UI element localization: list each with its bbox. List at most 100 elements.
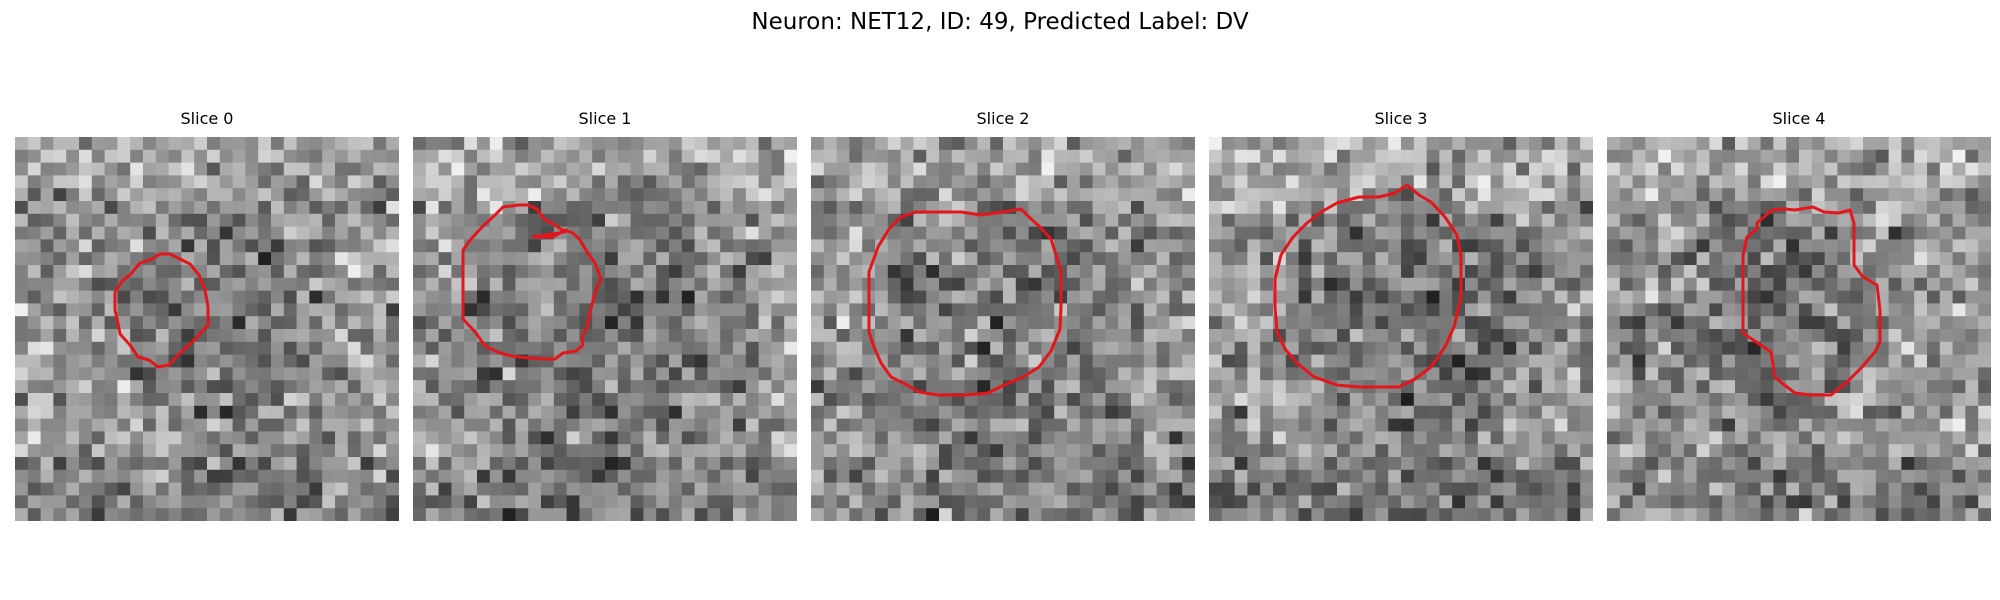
image-pixel [1221, 469, 1236, 484]
image-pixel [541, 405, 555, 420]
image-pixel [1003, 303, 1017, 317]
image-pixel [296, 149, 310, 164]
image-pixel [1965, 457, 1979, 471]
image-pixel [258, 188, 272, 202]
image-pixel [1209, 405, 1223, 420]
image-pixel [1156, 239, 1170, 253]
image-pixel [758, 137, 772, 151]
image-pixel [1567, 508, 1581, 521]
image-pixel [1850, 175, 1864, 189]
image-pixel [681, 188, 696, 202]
image-pixel [464, 252, 478, 266]
image-pixel [1683, 265, 1698, 279]
image-pixel [605, 469, 619, 484]
image-pixel [386, 226, 399, 240]
image-pixel [1041, 162, 1055, 176]
image-pixel [1939, 431, 1954, 445]
image-pixel [489, 431, 504, 445]
image-pixel [1465, 201, 1479, 215]
image-pixel [1221, 239, 1236, 253]
image-pixel [1554, 482, 1568, 496]
image-pixel [630, 329, 644, 343]
image-pixel [1477, 405, 1492, 420]
image-pixel [1401, 341, 1415, 356]
image-pixel [1952, 367, 1966, 381]
image-pixel [1683, 175, 1698, 189]
image-pixel [1658, 405, 1672, 420]
image-pixel [1658, 137, 1672, 151]
image-pixel [322, 418, 336, 432]
image-pixel [528, 457, 542, 471]
image-pixel [745, 482, 760, 496]
image-pixel [489, 137, 504, 151]
image-pixel [309, 431, 323, 445]
image-pixel [1054, 239, 1068, 253]
image-pixel [643, 380, 657, 394]
image-pixel [296, 239, 310, 253]
image-pixel [232, 316, 246, 330]
image-pixel [1003, 277, 1017, 292]
image-pixel [1337, 188, 1351, 202]
image-pixel [1092, 226, 1106, 240]
image-pixel [553, 316, 568, 330]
image-pixel [1413, 239, 1428, 253]
image-pixel [1452, 482, 1466, 496]
image-pixel [1092, 239, 1106, 253]
image-pixel [1978, 137, 1991, 151]
image-pixel [849, 226, 863, 240]
image-pixel [617, 482, 632, 496]
image-pixel [425, 457, 440, 471]
image-pixel [271, 188, 285, 202]
image-pixel [836, 316, 850, 330]
image-pixel [91, 226, 106, 240]
image-pixel [1709, 226, 1723, 240]
image-pixel [553, 162, 568, 176]
image-pixel [130, 329, 144, 343]
slice-image [811, 137, 1195, 521]
image-pixel [1722, 482, 1736, 496]
image-pixel [386, 213, 399, 228]
image-pixel [271, 367, 285, 381]
image-pixel [771, 137, 785, 151]
image-pixel [1311, 457, 1325, 471]
image-pixel [309, 380, 323, 394]
image-pixel [1901, 239, 1915, 253]
image-pixel [1067, 367, 1081, 381]
image-pixel [875, 457, 889, 471]
image-pixel [1824, 252, 1838, 266]
image-pixel [1054, 418, 1068, 432]
image-pixel [40, 149, 54, 164]
image-pixel [1824, 316, 1838, 330]
image-pixel [66, 393, 80, 407]
image-pixel [194, 239, 208, 253]
image-pixel [1541, 495, 1556, 509]
image-pixel [579, 354, 593, 368]
image-pixel [758, 149, 772, 164]
image-pixel [79, 162, 93, 176]
image-pixel [1041, 405, 1055, 420]
image-pixel [1939, 354, 1954, 368]
image-pixel [79, 380, 93, 394]
image-pixel [771, 201, 785, 215]
image-pixel [1607, 508, 1621, 521]
image-pixel [1760, 508, 1774, 521]
image-pixel [1028, 444, 1042, 458]
image-pixel [1079, 162, 1094, 176]
image-pixel [745, 149, 760, 164]
image-pixel [1914, 162, 1928, 176]
image-pixel [155, 277, 170, 292]
image-pixel [1875, 277, 1890, 292]
image-pixel [489, 265, 504, 279]
image-pixel [168, 457, 182, 471]
image-pixel [694, 277, 708, 292]
image-pixel [1221, 290, 1236, 304]
image-pixel [168, 316, 182, 330]
image-pixel [360, 431, 374, 445]
image-pixel [181, 265, 195, 279]
image-pixel [515, 137, 529, 151]
image-pixel [53, 405, 67, 420]
image-pixel [707, 175, 721, 189]
image-pixel [758, 290, 772, 304]
image-pixel [1645, 162, 1659, 176]
image-pixel [386, 265, 399, 279]
